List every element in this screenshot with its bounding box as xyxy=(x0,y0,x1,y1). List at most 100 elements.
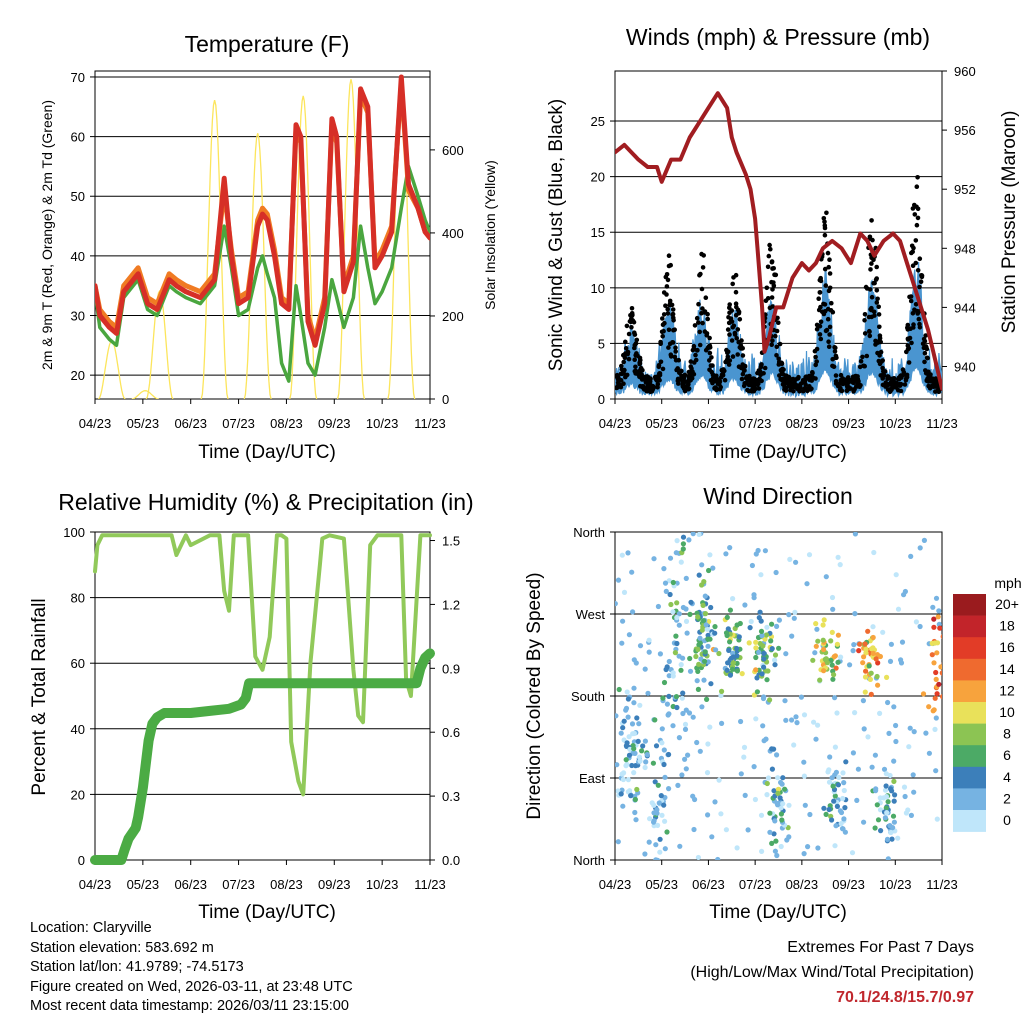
x-tick-label: 06/23 xyxy=(692,877,725,892)
gust-point xyxy=(686,377,692,383)
gust-point xyxy=(821,216,827,221)
direction-point xyxy=(620,618,626,624)
winds-x-label: Time (Day/UTC) xyxy=(709,442,847,463)
direction-point xyxy=(618,730,624,736)
direction-point xyxy=(807,811,813,818)
x-tick-label: 10/23 xyxy=(366,416,399,431)
direction-point xyxy=(861,654,867,660)
gust-point xyxy=(827,324,833,330)
gust-point xyxy=(823,283,829,288)
gust-point xyxy=(730,354,736,359)
direction-point xyxy=(637,702,643,708)
direction-point xyxy=(760,643,766,649)
gust-point xyxy=(724,347,729,353)
gust-point xyxy=(651,384,657,390)
direction-point xyxy=(794,720,800,726)
x-tick-label: 09/23 xyxy=(832,416,865,431)
direction-point xyxy=(826,779,833,785)
direction-point xyxy=(652,779,658,785)
direction-point xyxy=(765,775,772,781)
direction-point xyxy=(892,792,898,798)
extremes-values: 70.1/24.8/15.7/0.97 xyxy=(836,989,974,1006)
colorbar-swatch xyxy=(953,637,986,660)
direction-point xyxy=(704,770,711,776)
direction-point xyxy=(708,681,714,687)
gust-point xyxy=(776,356,781,362)
direction-point xyxy=(830,676,836,682)
gust-point xyxy=(900,367,906,372)
gust-point xyxy=(745,387,750,393)
gust-point xyxy=(871,309,877,315)
direction-point xyxy=(771,788,777,794)
direction-point xyxy=(826,767,832,773)
y2-tick-label: 0.3 xyxy=(442,789,460,804)
x-tick-label: 09/23 xyxy=(832,877,865,892)
direction-point xyxy=(899,639,906,645)
direction-point xyxy=(861,726,867,732)
gust-point xyxy=(862,331,868,336)
gust-point xyxy=(769,295,775,300)
direction-x-label: Time (Day/UTC) xyxy=(709,902,847,923)
gust-point xyxy=(704,333,709,338)
gust-point xyxy=(868,267,873,272)
gust-point xyxy=(912,307,917,313)
direction-point xyxy=(660,695,666,701)
direction-point xyxy=(634,786,640,793)
gust-point xyxy=(729,338,735,343)
y2-tick-label: 400 xyxy=(442,226,464,241)
colorbar-swatch xyxy=(953,745,986,768)
direction-point xyxy=(616,686,622,693)
colorbar-label: 12 xyxy=(999,682,1015,698)
direction-point xyxy=(786,802,792,808)
gust-point xyxy=(702,329,708,334)
gust-point xyxy=(774,344,780,350)
direction-point xyxy=(646,649,652,655)
gust-point xyxy=(657,377,662,383)
direction-point xyxy=(625,777,632,783)
gust-point xyxy=(779,371,785,376)
direction-point xyxy=(661,679,668,686)
colorbar-swatch xyxy=(953,594,986,616)
plot-frame xyxy=(614,70,943,400)
x-tick-label: 10/23 xyxy=(879,416,912,431)
gust-point xyxy=(762,365,768,371)
gust-point xyxy=(759,378,764,384)
direction-point xyxy=(727,672,734,678)
gust-point xyxy=(660,316,665,321)
gust-point xyxy=(730,325,736,330)
relative-humidity-line xyxy=(93,533,432,797)
direction-point xyxy=(834,710,840,716)
gust-point xyxy=(876,304,881,310)
direction-point xyxy=(877,795,883,801)
direction-point xyxy=(676,622,682,628)
direction-point xyxy=(826,806,832,813)
gust-point xyxy=(873,277,879,282)
colorbar-label: 16 xyxy=(999,639,1015,655)
gust-point xyxy=(720,371,726,377)
gust-point xyxy=(805,375,810,381)
direction-point xyxy=(895,835,901,841)
direction-point xyxy=(628,793,634,799)
humidity-y-label: Percent & Total Rainfall xyxy=(29,598,50,795)
y2-tick-label: 600 xyxy=(442,143,464,158)
gust-point xyxy=(730,281,735,287)
direction-point xyxy=(680,710,686,717)
direction-point xyxy=(849,850,856,856)
direction-point xyxy=(753,551,759,557)
direction-point xyxy=(847,662,853,668)
direction-point xyxy=(774,623,780,630)
direction-point xyxy=(832,695,838,701)
direction-point xyxy=(887,658,894,665)
direction-point xyxy=(734,622,740,628)
gust-point xyxy=(666,345,671,350)
gust-point xyxy=(810,370,815,376)
gust-point xyxy=(679,368,684,374)
colorbar-label: 4 xyxy=(1003,769,1011,785)
direction-point xyxy=(772,848,779,854)
temperature-y2-label: Solar Insolation (Yellow) xyxy=(482,160,498,310)
direction-point xyxy=(881,766,888,772)
direction-point xyxy=(804,581,810,587)
direction-point xyxy=(840,770,846,776)
direction-point xyxy=(883,771,889,777)
